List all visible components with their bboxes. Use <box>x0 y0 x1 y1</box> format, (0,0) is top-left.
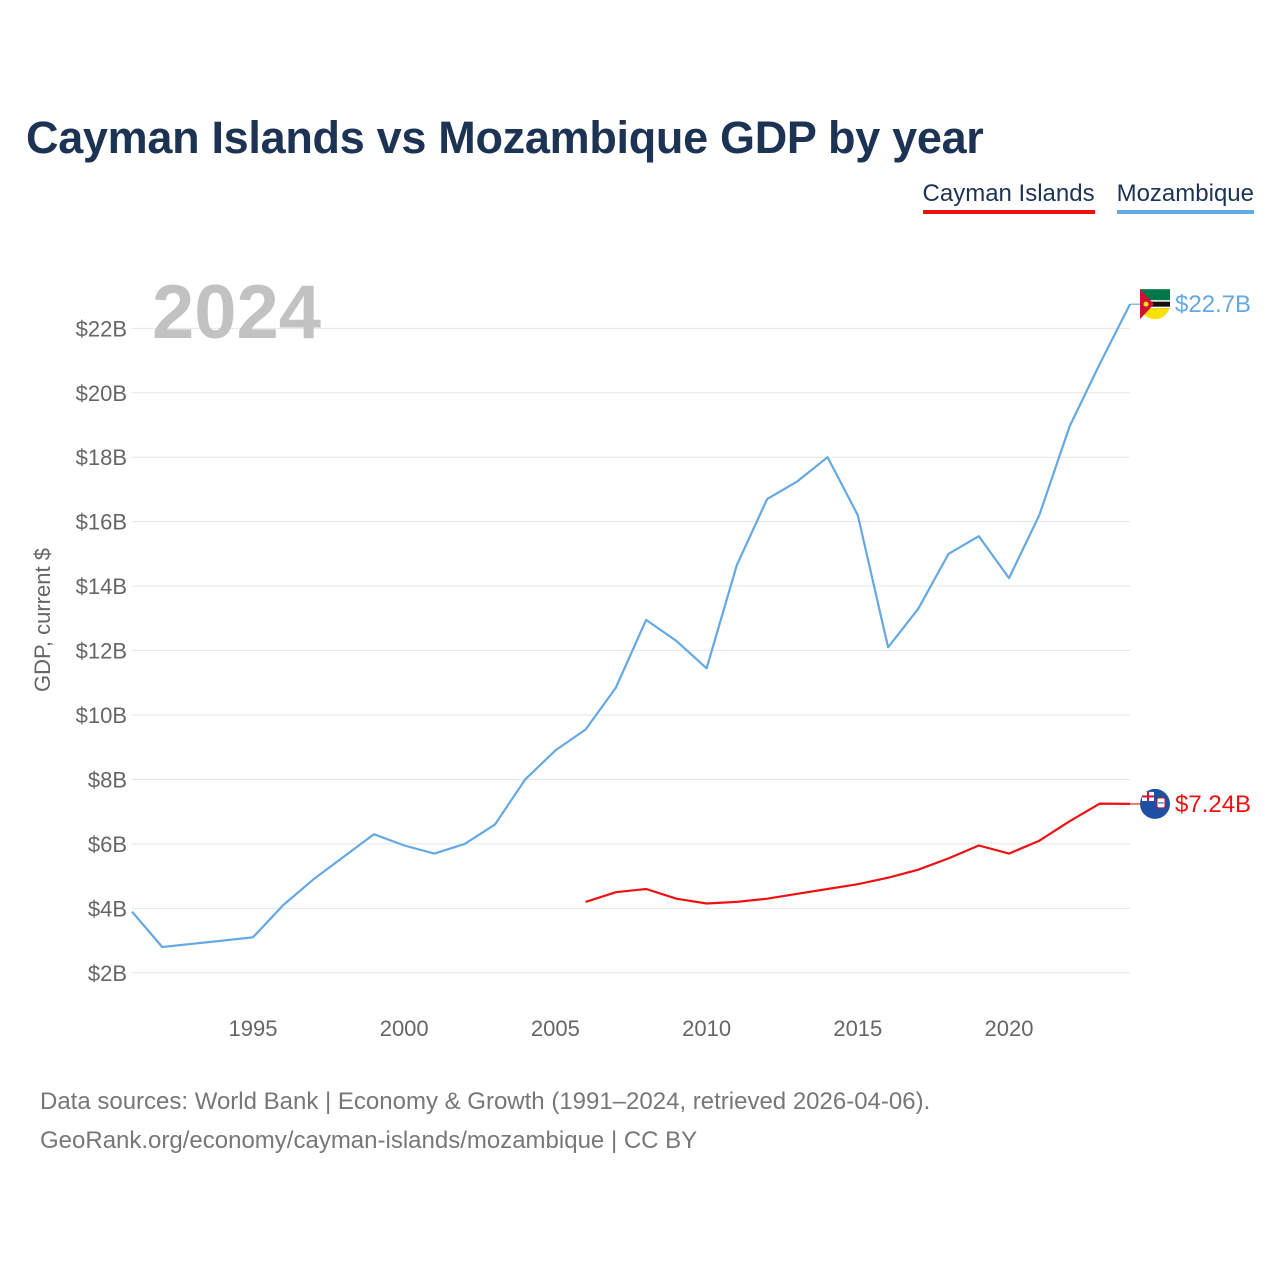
source-line-2[interactable]: GeoRank.org/economy/cayman-islands/mozam… <box>40 1127 698 1154</box>
y-tick-label: $16B <box>76 510 127 535</box>
x-tick-label: 2000 <box>380 1016 429 1041</box>
x-axis-ticks: 1995 2000 2005 2010 2015 2020 <box>228 1016 1033 1041</box>
y-tick-label: $22B <box>76 316 127 341</box>
y-tick-label: $18B <box>76 445 127 470</box>
highlight-year: 2024 <box>152 270 321 355</box>
line-chart: $2B $4B $6B $8B $10B $12B $14B $16B $18B $20B $22B… <box>30 270 1251 1041</box>
y-tick-label: $4B <box>88 896 127 921</box>
y-tick-label: $8B <box>88 767 127 792</box>
legend: Cayman Islands Mozambique <box>922 180 1254 214</box>
series-line-cayman-islands <box>585 802 1131 905</box>
chart-title: Cayman Islands vs Mozambique GDP by year <box>26 112 984 163</box>
x-tick-label: 2020 <box>985 1016 1034 1041</box>
x-tick-label: 2015 <box>833 1016 882 1041</box>
y-tick-label: $6B <box>88 832 127 857</box>
y-tick-label: $14B <box>76 574 127 599</box>
series-line-mozambique <box>131 303 1131 949</box>
y-axis-label: GDP, current $ <box>30 548 55 692</box>
y-axis-ticks: $2B $4B $6B $8B $10B $12B $14B $16B $18B $20B $22B <box>76 316 127 985</box>
y-tick-label: $10B <box>76 703 127 728</box>
series-lines <box>131 303 1131 949</box>
data-source-note: Data sources: World Bank | Economy & Gro… <box>40 1082 930 1160</box>
end-markers: $22.7B $7.24B <box>1130 289 1251 819</box>
flag-icon-mozambique <box>1140 289 1170 320</box>
flag-icon-cayman-islands <box>1140 788 1170 819</box>
x-tick-label: 2005 <box>531 1016 580 1041</box>
x-tick-label: 1995 <box>228 1016 277 1041</box>
legend-item-cayman-islands[interactable]: Cayman Islands <box>922 180 1095 214</box>
y-tick-label: $20B <box>76 381 127 406</box>
source-line-1: Data sources: World Bank | Economy & Gro… <box>40 1088 931 1115</box>
gridlines <box>132 327 1130 974</box>
y-tick-label: $2B <box>88 961 127 986</box>
x-tick-label: 2010 <box>682 1016 731 1041</box>
y-tick-label: $12B <box>76 639 127 664</box>
end-value-label-mozambique: $22.7B <box>1175 291 1251 318</box>
legend-item-mozambique[interactable]: Mozambique <box>1116 180 1254 214</box>
end-value-label-cayman-islands: $7.24B <box>1175 791 1251 818</box>
